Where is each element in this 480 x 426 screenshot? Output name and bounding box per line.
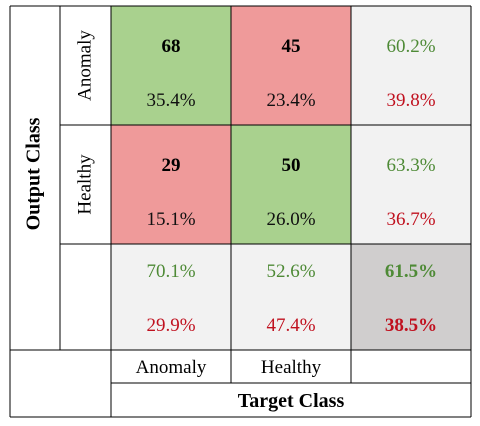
col-summary-error-0: 29.9% xyxy=(146,315,195,336)
col-summary-cell-0 xyxy=(111,244,231,350)
row-summary-error-0: 39.8% xyxy=(386,90,435,111)
col-summary-error-1: 47.4% xyxy=(266,315,315,336)
matrix-cell-0-0 xyxy=(111,6,231,125)
matrix-cell-1-0 xyxy=(111,125,231,244)
cell-count-0-1: 45 xyxy=(282,36,301,57)
matrix-cell-0-1 xyxy=(231,6,351,125)
row-summary-error-1: 36.7% xyxy=(386,209,435,230)
matrix-cell-1-1 xyxy=(231,125,351,244)
x-tick-label-1: Healthy xyxy=(261,357,322,378)
cell-percent-1-0: 15.1% xyxy=(146,209,195,230)
cell-percent-1-1: 26.0% xyxy=(266,209,315,230)
cell-percent-0-1: 23.4% xyxy=(266,90,315,111)
row-summary-cell-1 xyxy=(351,125,471,244)
y-tick-label-1: Healthy xyxy=(74,154,95,215)
row-summary-cell-0 xyxy=(351,6,471,125)
col-summary-correct-1: 52.6% xyxy=(266,261,315,282)
overall-cell xyxy=(351,244,471,350)
overall-correct: 61.5% xyxy=(385,261,437,282)
cell-count-1-1: 50 xyxy=(282,155,301,176)
row-summary-correct-1: 63.3% xyxy=(386,155,435,176)
col-summary-correct-0: 70.1% xyxy=(146,261,195,282)
cell-count-1-0: 29 xyxy=(162,155,181,176)
overall-error: 38.5% xyxy=(385,315,437,336)
cell-count-0-0: 68 xyxy=(162,36,181,57)
col-summary-cell-1 xyxy=(231,244,351,350)
x-axis-title: Target Class xyxy=(238,390,345,412)
y-tick-label-0: Anomaly xyxy=(74,30,95,101)
x-tick-label-0: Anomaly xyxy=(136,357,207,378)
cell-percent-0-0: 35.4% xyxy=(146,90,195,111)
row-summary-correct-0: 60.2% xyxy=(386,36,435,57)
y-axis-title: Output Class xyxy=(23,117,45,230)
